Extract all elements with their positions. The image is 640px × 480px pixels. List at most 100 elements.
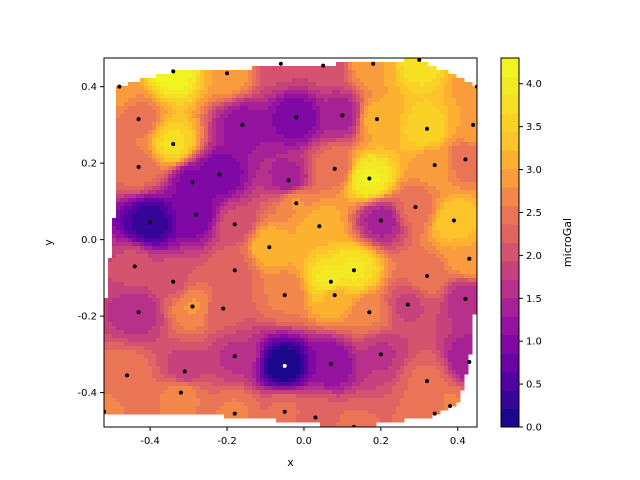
y-tick-label-3: 0.2 [81,159,97,170]
colorbar: 0.0 0.5 1.0 1.5 2.0 2.5 3.0 3.5 4.0 microGal [500,57,574,434]
data-point-2 [225,71,230,76]
colorbar-band-11 [501,205,519,225]
data-point-38 [136,310,141,315]
x-axis-ticks: -0.4 -0.2 0.0 0.2 0.4 [140,427,466,447]
y-tick-label-0: -0.4 [77,388,97,399]
data-point-35 [351,268,356,273]
colorbar-tick-label-1: 0.5 [526,380,542,391]
data-point-54 [178,390,183,395]
colorbar-bands [501,58,519,428]
colorbar-band-14 [501,150,519,170]
data-point-47 [232,354,237,359]
data-point-33 [171,279,176,284]
colorbar-band-19 [501,58,519,77]
data-point-17 [217,172,222,177]
data-point-15 [136,164,141,169]
data-point-56 [313,415,318,420]
y-axis-ticks: -0.4 -0.2 0.0 0.2 0.4 [77,82,104,399]
colorbar-band-13 [501,168,519,188]
data-point-6 [417,58,422,62]
y-tick-label-4: 0.4 [81,82,97,93]
data-point-50 [378,352,383,357]
data-point-7 [136,117,141,122]
colorbar-frame [500,57,520,428]
data-point-26 [294,201,299,206]
data-point-5 [371,61,376,66]
colorbar-tick-label-2: 1.0 [526,337,542,348]
data-point-25 [232,222,237,227]
data-point-58 [432,411,437,416]
colorbar-band-8 [501,260,519,280]
data-point-59 [448,403,453,408]
data-point-53 [182,369,187,374]
data-point-0 [117,84,122,89]
data-point-60 [232,411,237,416]
colorbar-tick-label-4: 2.0 [526,251,542,262]
colorbar-band-17 [501,94,519,114]
colorbar-band-15 [501,131,519,151]
colorbar-band-18 [501,76,519,96]
data-point-31 [267,245,272,250]
x-tick-label-3: 0.2 [373,436,389,447]
colorbar-band-12 [501,187,519,207]
data-point-23 [148,220,153,225]
colorbar-band-6 [501,297,519,317]
data-point-22 [463,157,468,162]
colorbar-band-1 [501,390,519,410]
x-tick-label-4: 0.4 [450,436,466,447]
data-point-43 [332,293,337,298]
data-point-30 [451,218,456,223]
colorbar-tick-label-3: 1.5 [526,294,542,305]
data-point-28 [378,218,383,223]
data-point-49 [328,361,333,366]
data-point-11 [340,113,345,118]
colorbar-tick-label-5: 2.5 [526,208,542,219]
plot-frame [103,57,478,428]
data-point-27 [317,224,322,229]
y-axis-label: y [42,239,55,246]
data-point-12 [375,117,380,122]
data-point-19 [332,166,337,171]
y-tick-label-2: 0.0 [81,235,97,246]
colorbar-tick-label-8: 4.0 [526,79,542,90]
data-point-21 [432,163,437,168]
colorbar-band-10 [501,224,519,243]
data-points [104,58,477,427]
contour-fill [104,58,477,427]
data-point-37 [467,256,472,261]
colorbar-band-7 [501,279,519,299]
data-point-40 [221,306,226,311]
data-point-57 [425,379,430,384]
x-axis-label: x [287,456,294,469]
x-tick-label-1: -0.2 [217,436,237,447]
colorbar-tick-label-6: 3.0 [526,165,542,176]
x-tick-label-0: -0.4 [140,436,160,447]
colorbar-ticks: 0.0 0.5 1.0 1.5 2.0 2.5 3.0 3.5 4.0 [519,79,542,434]
colorbar-band-16 [501,113,519,133]
data-point-14 [471,122,476,127]
x-tick-label-2: 0.0 [296,436,312,447]
data-point-29 [413,205,418,210]
data-point-16 [190,180,195,185]
colorbar-band-9 [501,242,519,262]
data-point-20 [367,176,372,181]
data-point-8 [171,142,176,147]
colorbar-band-3 [501,353,519,373]
colorbar-band-4 [501,334,519,354]
data-point-44 [367,310,372,315]
data-point-48 [282,363,287,368]
data-point-52 [125,373,130,378]
data-point-18 [286,178,291,183]
colorbar-tick-label-7: 3.5 [526,122,542,133]
plot-area [103,57,478,428]
data-point-39 [190,304,195,309]
colorbar-band-2 [501,371,519,391]
data-point-24 [194,212,199,217]
colorbar-band-0 [501,408,519,428]
data-point-45 [405,302,410,307]
data-point-13 [425,126,430,131]
colorbar-label: microGal [561,218,574,267]
data-point-36 [425,273,430,278]
data-point-41 [282,293,287,298]
